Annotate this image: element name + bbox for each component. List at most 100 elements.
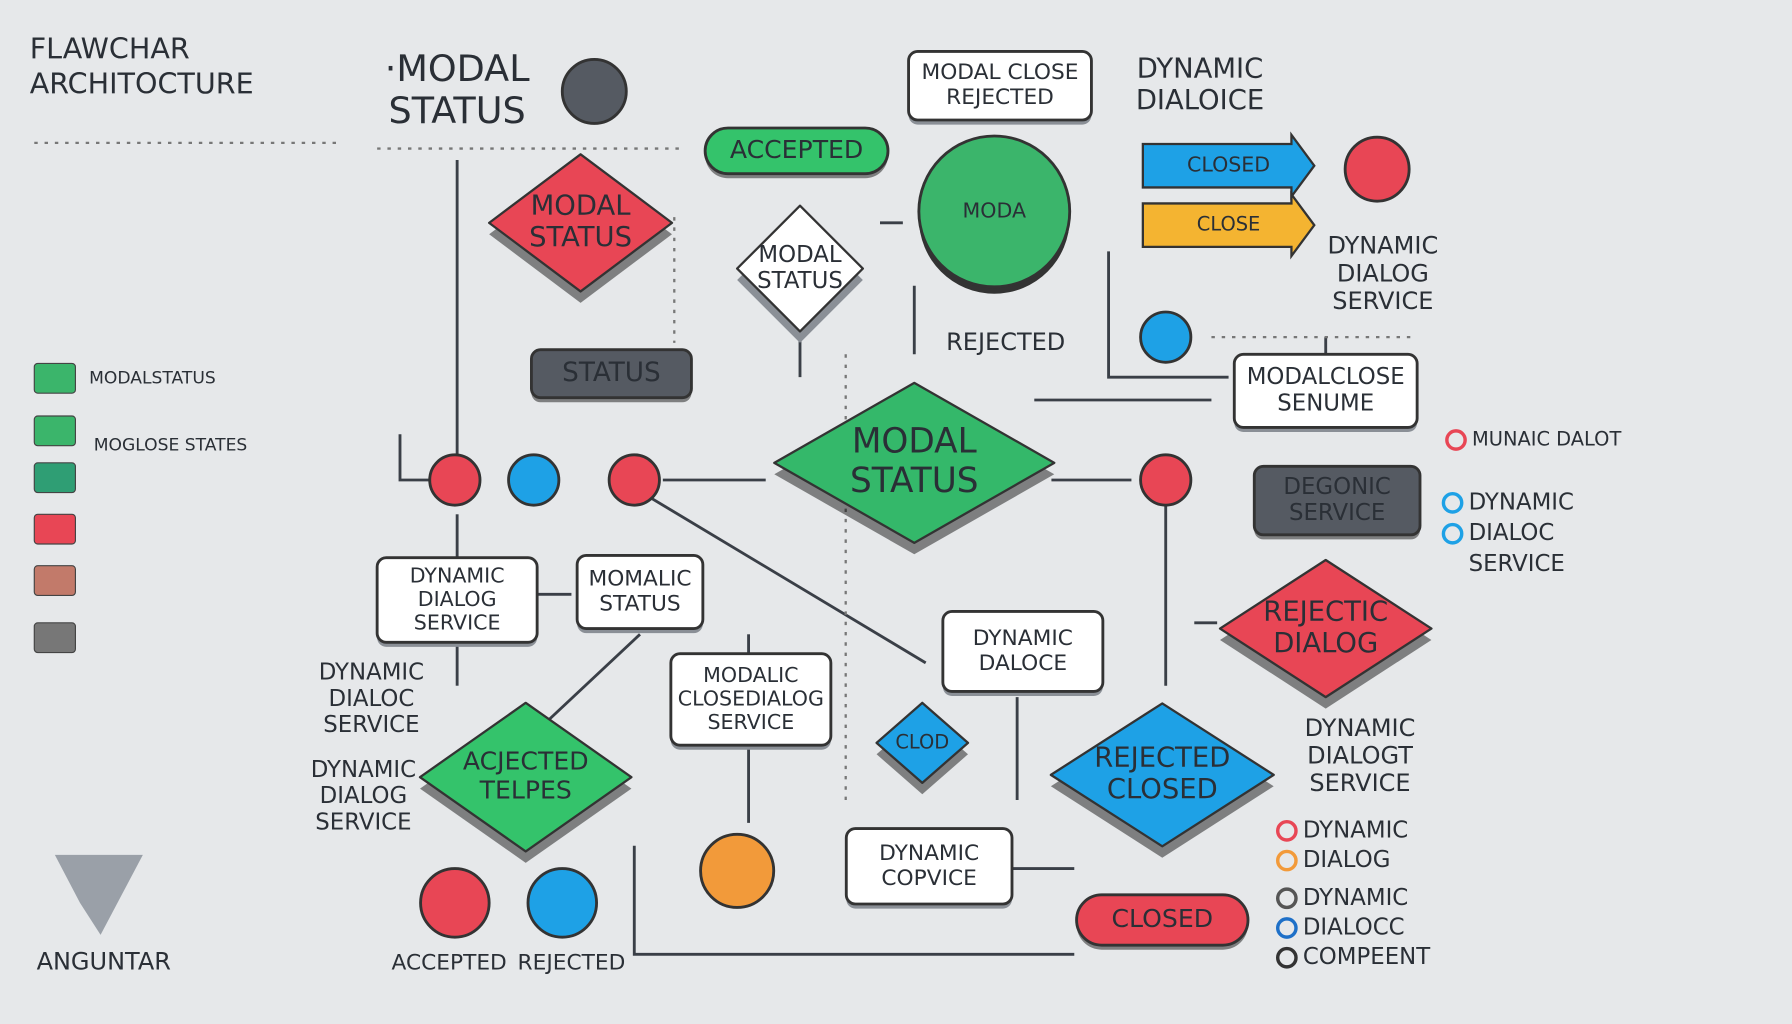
node-box — [703, 126, 890, 176]
node-label: DEGONIC — [1283, 474, 1390, 500]
legend-label: SERVICE — [1469, 551, 1565, 577]
node-box — [575, 554, 705, 630]
node-dot — [507, 453, 561, 507]
node-label: MODAL — [852, 422, 977, 462]
node-label: DIALOGT — [1307, 742, 1413, 770]
node-box — [530, 348, 693, 400]
legend-marker — [1276, 819, 1298, 842]
legend-swatch — [33, 513, 76, 545]
node-label: MODAL — [531, 191, 632, 222]
node-label: DYNAMIC — [879, 841, 979, 866]
node-label: STATUS — [389, 89, 526, 132]
node-label: DYNAMIC — [311, 757, 416, 783]
node-label: MOMALIC — [588, 567, 691, 592]
legend-label: DYNAMIC — [1303, 817, 1408, 843]
node-label: REJECTED — [946, 85, 1054, 110]
node-label: SERVICE — [315, 809, 411, 835]
node-label: DYNAMIC — [1137, 53, 1263, 84]
node-label: SERVICE — [1332, 287, 1433, 315]
node-dot — [1139, 310, 1193, 364]
node-label: ACCEPTED — [392, 950, 507, 975]
node-label: CLOD — [895, 730, 949, 753]
node-diamond — [418, 701, 633, 853]
legend-marker — [1445, 429, 1467, 451]
node-label: CLOSED — [1111, 904, 1213, 933]
node-label: DIALOG — [1337, 259, 1429, 287]
logo — [54, 854, 143, 935]
node-label: DIALOC — [329, 686, 415, 712]
legend-label: DIALOCC — [1303, 915, 1405, 941]
node-label: DYNAMIC — [973, 626, 1073, 651]
node-label: CLOSED — [1187, 153, 1270, 177]
node-dot — [1343, 135, 1411, 203]
node-label: CLOSEDIALOG — [678, 686, 824, 710]
node-box — [375, 556, 539, 644]
node-label: DYNAMIC — [410, 563, 505, 587]
node-diamond — [773, 381, 1056, 544]
legend-label: COMPEENT — [1303, 944, 1431, 970]
node-label: SERVICE — [708, 710, 795, 734]
node-label: STATUS — [757, 268, 843, 294]
node-label: COPVICE — [881, 866, 976, 891]
node-box — [1252, 464, 1422, 537]
legend-marker — [1441, 522, 1464, 545]
legend-label: DYNAMIC — [1303, 885, 1408, 911]
node-label: STATUS — [529, 222, 632, 253]
node-dot — [607, 453, 661, 507]
footer: ANGUNTAR — [37, 947, 171, 975]
node-box — [1075, 893, 1250, 947]
legend-marker — [1276, 849, 1298, 872]
connectors — [34, 141, 1418, 956]
node-dot — [699, 832, 776, 909]
legend-swatch — [33, 565, 76, 596]
title: FLAWCHAR — [30, 31, 190, 65]
node-label: SERVICE — [323, 712, 419, 738]
legend-label: DYNAMIC — [1469, 489, 1574, 515]
node-label: ·MODAL — [385, 47, 530, 90]
node-label: MODAL CLOSE — [921, 60, 1078, 85]
node-diamond — [875, 701, 970, 784]
node-label: DIALOG — [418, 587, 497, 611]
node-label: TELPES — [479, 776, 572, 805]
node-label: DIALOG — [1273, 628, 1378, 659]
node-label: REJECTIC — [1263, 596, 1388, 627]
node-label: MODALCLOSE — [1247, 364, 1405, 390]
legend-label: MUNAIC DALOT — [1472, 428, 1621, 451]
legend-marker — [1276, 887, 1298, 910]
node-dot — [526, 867, 598, 939]
legend-label: DIALOC — [1469, 520, 1555, 546]
legend-marker — [1276, 946, 1298, 969]
legend-swatch — [33, 362, 76, 394]
node-diamond — [487, 153, 674, 293]
node-label: CLOSE — [1197, 213, 1261, 236]
node-label: MODAL — [758, 242, 842, 268]
node-dot — [1139, 453, 1193, 507]
node-dot — [560, 57, 628, 125]
left-panel: FLAWCHAR ARCHITOCTURE MODALSTATUS MOGLOS… — [30, 31, 254, 975]
node-label: DIALOICE — [1136, 85, 1264, 116]
node-label: DYNAMIC — [1305, 714, 1416, 742]
node-label: ACJECTED — [463, 747, 589, 776]
node-dot — [419, 867, 491, 939]
node-box — [907, 49, 1093, 122]
node-box — [669, 652, 833, 747]
node-diamond — [1218, 558, 1433, 699]
node-label: ACCEPTED — [730, 135, 863, 164]
node-label: REJECTED — [946, 328, 1065, 356]
node-label: SERVICE — [1289, 500, 1385, 526]
node-label: CLOSED — [1107, 774, 1218, 805]
node-label: REJECTED — [1094, 743, 1230, 774]
node-box — [1232, 352, 1419, 429]
node-box — [844, 827, 1014, 906]
node-diamond — [1049, 702, 1275, 848]
node-label: DALOCE — [979, 651, 1067, 676]
node-arrow — [1141, 131, 1316, 201]
legend-right: MUNAIC DALOTDYNAMICDIALOCSERVICEDYNAMICD… — [1276, 428, 1621, 970]
legend-label: DIALOG — [1303, 847, 1391, 873]
node-label: MODA — [963, 198, 1026, 222]
node-label: DIALOG — [320, 783, 408, 809]
node-diamond — [736, 204, 864, 333]
node-label: SERVICE — [1309, 769, 1410, 797]
node-box — [941, 610, 1105, 693]
